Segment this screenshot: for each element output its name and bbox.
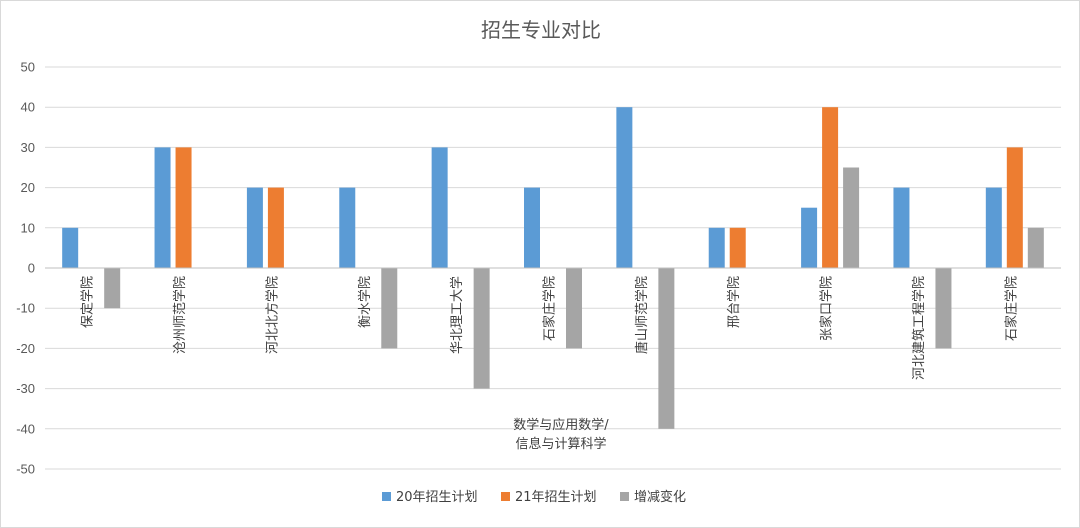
bar xyxy=(246,187,263,268)
category-label: 张家口学院 xyxy=(819,276,835,341)
chart-title: 招生专业对比 xyxy=(481,18,601,42)
bar xyxy=(431,147,448,268)
y-tick-label: 10 xyxy=(21,220,35,235)
bar xyxy=(843,167,860,268)
bar xyxy=(524,187,540,268)
bar xyxy=(822,107,839,268)
bar xyxy=(62,227,79,268)
bar xyxy=(339,187,356,268)
bar xyxy=(566,268,582,349)
bars xyxy=(62,107,1044,429)
category-label: 唐山师范学院 xyxy=(634,276,650,354)
y-tick-label: -30 xyxy=(16,381,35,396)
y-tick-label: 40 xyxy=(21,100,35,115)
category-label: 华北理工大学 xyxy=(449,276,465,354)
y-tick-label: 50 xyxy=(21,60,35,75)
y-axis-ticks: 50 40 30 20 10 0 -10 -20 -30 -40 -50 xyxy=(16,60,35,477)
bar xyxy=(154,147,171,268)
annotation: 数学与应用数学/ 信息与计算科学 xyxy=(513,417,609,452)
bar xyxy=(985,187,1002,268)
bar xyxy=(893,187,910,268)
category-label: 石家庄学院 xyxy=(542,276,558,341)
bar xyxy=(708,227,725,268)
y-tick-label: -20 xyxy=(16,341,35,356)
bar xyxy=(801,207,818,268)
legend-label: 增减变化 xyxy=(634,489,686,505)
legend-swatch xyxy=(382,492,391,501)
category-label: 河北北方学院 xyxy=(264,276,280,354)
bar xyxy=(616,107,633,268)
bar xyxy=(935,268,952,349)
bar xyxy=(175,147,192,268)
y-tick-label: -10 xyxy=(16,301,35,316)
category-label: 保定学院 xyxy=(80,276,96,328)
bar xyxy=(381,268,398,349)
legend: 20年招生计划 21年招生计划 增减变化 xyxy=(382,489,686,505)
category-label: 河北建筑工程学院 xyxy=(911,276,927,380)
y-tick-label: -40 xyxy=(16,421,35,436)
annotation-line-2: 信息与计算科学 xyxy=(515,436,606,452)
bar xyxy=(1006,147,1023,268)
category-label: 衡水学院 xyxy=(357,276,373,328)
category-label: 石家庄学院 xyxy=(1003,276,1019,341)
legend-label: 20年招生计划 xyxy=(396,490,478,505)
y-tick-label: 20 xyxy=(21,180,35,195)
category-label: 邢台学院 xyxy=(726,276,742,328)
y-tick-label: 0 xyxy=(28,261,35,276)
bar xyxy=(658,268,675,429)
bar xyxy=(729,227,746,268)
bar xyxy=(1027,227,1044,268)
annotation-line-1: 数学与应用数学/ xyxy=(513,417,609,433)
y-tick-label: -50 xyxy=(16,462,35,477)
legend-swatch xyxy=(501,492,510,501)
legend-label: 21年招生计划 xyxy=(515,490,597,505)
legend-swatch xyxy=(620,492,629,501)
category-labels: 保定学院 沧州师范学院 河北北方学院 衡水学院 华北理工大学 石家庄学院 唐山师范学院 邢台学… xyxy=(80,276,1020,380)
y-tick-label: 30 xyxy=(21,140,35,155)
category-label: 沧州师范学院 xyxy=(172,276,188,354)
bar xyxy=(104,268,121,309)
bar xyxy=(473,268,490,389)
bar xyxy=(267,187,284,268)
